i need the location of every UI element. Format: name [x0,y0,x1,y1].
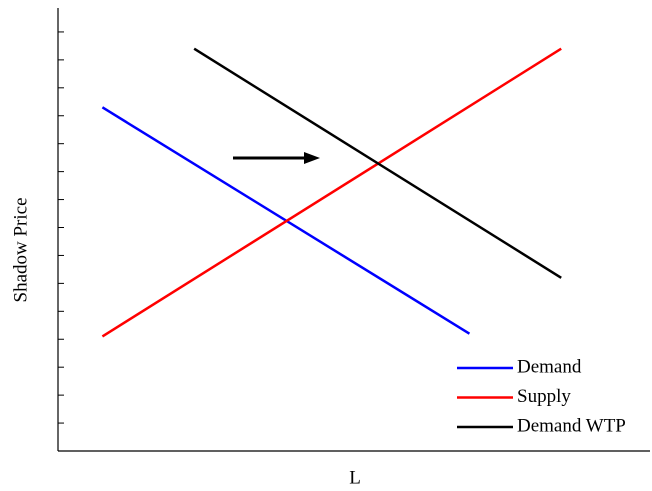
legend-label: Supply [517,386,571,407]
line [101,47,562,338]
legend-label: Demand [517,356,582,377]
x-axis-label: L [349,467,361,488]
legend-label: Demand WTP [517,415,626,436]
line [193,47,562,279]
y-axis-label: Shadow Price [10,197,31,302]
arrow [233,152,320,164]
